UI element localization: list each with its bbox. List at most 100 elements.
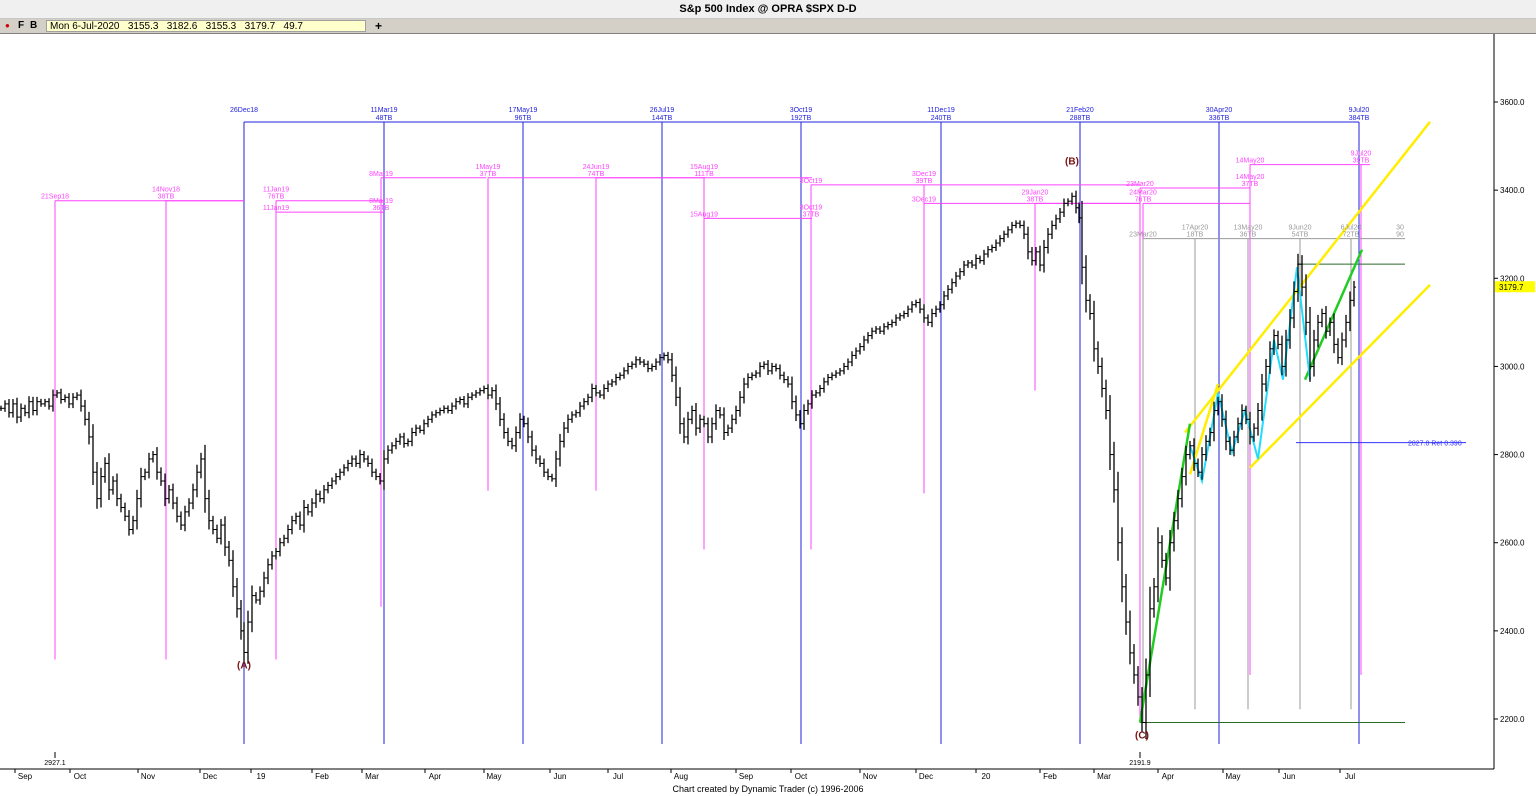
magenta-cycle-count: 38TB [1027,196,1044,203]
gray-cycle-count: 36TB [1240,232,1257,239]
magenta-cycle-count: 37TB [803,211,820,218]
magenta-cycle-date: 14May20 [1236,174,1265,181]
magenta-cycle-count: 36TB [373,205,390,212]
y-tick-label: 3000.0 [1500,362,1525,371]
gray-cycle-date: 13May20 [1234,225,1263,232]
x-tick-label: Jul [613,772,623,781]
swing-label: (A) [237,660,251,671]
blue-cycle-count: 144TB [652,115,673,122]
b-button[interactable]: B [30,20,38,31]
y-tick-label: 2400.0 [1500,627,1525,636]
x-tick-label: Dec [203,772,217,781]
y-axis: 2200.0 2400.0 2600.0 2800.0 3000.0 3200.0 3400… [1493,34,1535,769]
magenta-cycle-count: 76TB [268,194,285,201]
blue-cycle-date: 11Dec19 [927,107,955,114]
x-tick-label: Jul [1345,772,1355,781]
x-tick-label: Sep [18,772,33,781]
y-tick-label: 2800.0 [1500,451,1525,460]
x-tick-label: Oct [795,772,808,781]
gray-cycle-date: 17Apr20 [1182,225,1209,232]
magenta-cycle-count: 76TB [1135,196,1152,203]
last-price-box [1495,281,1535,293]
magenta-cycle-date: 11Jan19 [263,187,289,194]
x-tick-label: Nov [863,772,877,781]
gray-cycle-count: 90 [1396,232,1404,239]
gray-cycle-date: 9Jun20 [1289,225,1312,232]
magenta-cycle-date: 29Jan20 [1022,189,1049,196]
price-bars [0,190,1356,740]
add-button[interactable]: + [375,19,383,33]
magenta-cycle-date: 3Dec19 [912,171,936,178]
magenta-cycle-date: 8Oct19 [800,204,823,211]
gray-cycle-date: 23Mar20 [1129,232,1157,239]
gray-cycle-count: 72TB [1343,232,1360,239]
retracement-label: 2827.0 Ret 0.390 [1408,441,1462,448]
magenta-cycle-date: 23Mar20 [1126,181,1154,188]
x-tick-label: 19 [257,772,266,781]
magenta-cycle-date: 8Mar19 [369,171,393,178]
magenta-cycle-count: 37TB [480,171,497,178]
magenta-cycle-date: 24Mar20 [1129,189,1157,196]
gray-cycle-count: 54TB [1292,232,1309,239]
x-tick-label: Aug [674,772,688,781]
magenta-cycle-date: 15Aug19 [690,211,718,218]
blue-cycle-count: 384TB [1349,115,1370,122]
quote-readout: Mon 6-Jul-2020 3155.3 3182.6 3155.3 3179… [46,20,366,32]
blue-cycle-date: 26Dec18 [230,107,258,114]
x-tick-label: Dec [919,772,933,781]
x-tick-label: Jun [554,772,567,781]
blue-cycle-date: 30Apr20 [1206,107,1233,114]
x-tick-label: Mar [365,772,379,781]
blue-cycle-count: 240TB [931,115,952,122]
channel-lower-line [1249,284,1431,469]
blue-cycle-count: 192TB [791,115,812,122]
magenta-cycle-date: 8Mar19 [369,198,393,205]
gray-cycle-date: 6Jul20 [1341,225,1362,232]
x-tick-label: Oct [74,772,87,781]
y-tick-label: 3600.0 [1500,98,1525,107]
x-tick-label: May [1225,772,1240,781]
magenta-cycle-date: 9Jul20 [1351,151,1372,158]
blue-cycle-count: 48TB [376,115,393,122]
x-tick-label: Feb [315,772,329,781]
swing-label: (C) [1135,731,1149,742]
last-price-label: 3179.7 [1499,283,1524,292]
blue-cycle-date: 21Feb20 [1066,107,1094,114]
magenta-cycle-count: 39TB [916,178,933,185]
blue-cycle-date: 11Mar19 [370,107,397,114]
blue-cycle-date: 17May19 [509,107,538,114]
magenta-cycle-date: 24Jun19 [583,164,610,171]
magenta-cycle-date: 14Nov18 [152,187,180,194]
channel-upper-line [1184,121,1431,434]
swing-label: (B) [1065,156,1079,167]
blue-cycle-count: 288TB [1070,115,1091,122]
x-tick-label: Feb [1043,772,1057,781]
magenta-cycle-count: 74TB [588,171,605,178]
chart-credit: Chart created by Dynamic Trader (c) 1996… [672,784,864,794]
x-tick-label: Nov [141,772,155,781]
f-button[interactable]: F [18,20,25,31]
x-tick-label: 20 [982,772,991,781]
chart-toolbar: ● F B Mon 6-Jul-2020 3155.3 3182.6 3155.… [0,19,1536,34]
blue-cycle-date: 26Jul19 [650,107,675,114]
record-dot-icon[interactable]: ● [5,21,10,30]
x-tick-label: Mar [1097,772,1111,781]
gray-cycle-count: 18TB [1187,232,1204,239]
x-tick-label: Jun [1283,772,1296,781]
y-tick-label: 3200.0 [1500,274,1525,283]
cycle-lines [54,121,1466,744]
blue-cycle-date: 3Oct19 [790,107,813,114]
x-tick-label: Apr [1162,772,1175,781]
magenta-cycle-date: 15Aug19 [690,164,718,171]
magenta-cycle-date: 8Oct19 [800,178,823,185]
y-tick-label: 3400.0 [1500,186,1525,195]
y-tick-label: 2600.0 [1500,539,1525,548]
magenta-cycle-count: 111TB [694,171,714,178]
x-axis: Sep Oct Nov Dec 19 Feb Mar Apr May Jun Jul Aug Sep Oc… [0,752,1494,781]
blue-cycle-date: 9Jul20 [1349,107,1370,114]
blue-cycle-count: 336TB [1209,115,1230,122]
low-marker-label: 2191.9 [1129,760,1151,767]
magenta-cycle-count: 38TB [158,194,175,201]
